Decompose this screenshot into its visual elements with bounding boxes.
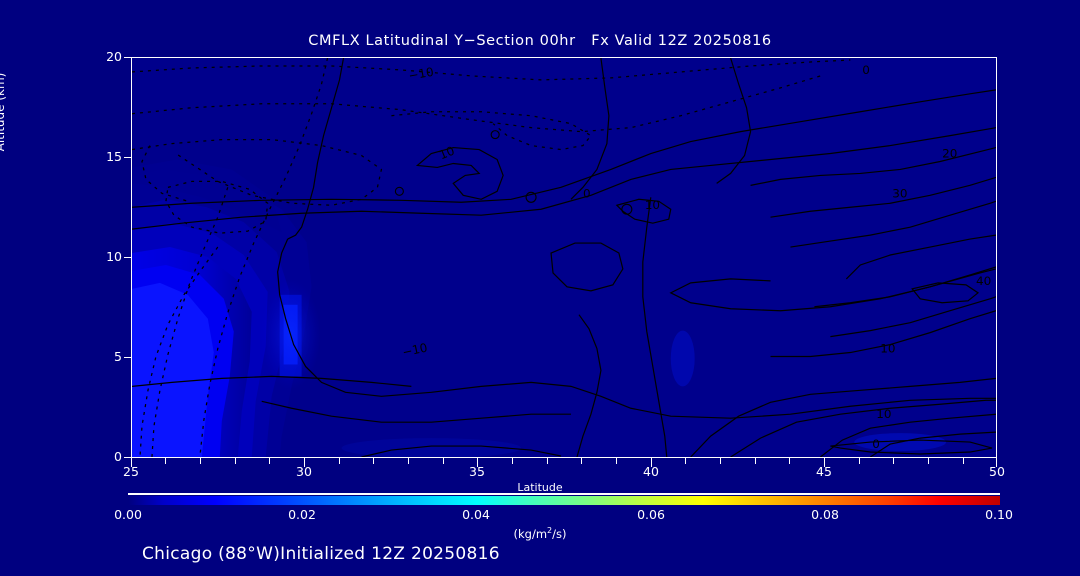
- x-tick-mark: [963, 458, 965, 464]
- contour-lines-solid: [132, 58, 996, 457]
- contour-label-10-center: 10: [645, 198, 660, 212]
- x-tick-label-40: 40: [643, 464, 659, 479]
- y-tick-mark: [124, 257, 132, 259]
- x-tick-mark: [235, 458, 237, 464]
- colorbar-tick-4: 0.08: [811, 507, 839, 522]
- x-tick-mark: [824, 458, 826, 467]
- filled-contour-bands: [132, 159, 947, 457]
- contour-label-10-lower: 10: [880, 342, 895, 356]
- y-tick-label-0: 0: [114, 449, 122, 464]
- contour-label-20-right: 20: [942, 147, 957, 161]
- colorbar-tick-2: 0.04: [462, 507, 490, 522]
- x-tick-mark: [616, 458, 618, 464]
- x-axis-label: Latitude: [517, 481, 563, 494]
- contour-labels: −10 0 −10 10 0 10 20 30 40 10 10 0: [401, 63, 991, 451]
- page-title: CMFLX Latitudinal Y−Section 00hr Fx Vali…: [308, 33, 772, 49]
- y-tick-label-15: 15: [106, 149, 122, 164]
- x-tick-mark: [859, 458, 861, 464]
- units-prefix: (kg/m: [513, 526, 548, 541]
- colorbar-tick-3: 0.06: [637, 507, 665, 522]
- contour-label-0-low: 0: [872, 437, 880, 451]
- x-tick-mark: [165, 458, 167, 464]
- contour-label-30-right: 30: [892, 186, 907, 200]
- x-tick-mark: [720, 458, 722, 464]
- colorbar-tick-0: 0.00: [114, 507, 142, 522]
- contour-label-0-top: 0: [862, 63, 870, 77]
- contour-lines-dashed: [132, 58, 851, 457]
- plot-area[interactable]: −10 0 −10 10 0 10 20 30 40 10 10 0: [131, 57, 997, 458]
- x-tick-mark: [685, 458, 687, 464]
- colorbar-tick-1: 0.02: [288, 507, 316, 522]
- y-tick-label-5: 5: [114, 349, 122, 364]
- x-tick-mark: [373, 458, 375, 464]
- contour-label-neg10-top: −10: [407, 65, 434, 83]
- x-tick-mark: [200, 458, 202, 464]
- x-tick-mark: [339, 458, 341, 464]
- units-suffix: /s): [552, 526, 567, 541]
- y-tick-mark: [124, 57, 132, 59]
- x-tick-mark: [477, 458, 479, 467]
- x-tick-mark: [512, 458, 514, 464]
- x-tick-mark: [789, 458, 791, 464]
- x-tick-mark: [269, 458, 271, 464]
- x-tick-mark: [547, 458, 549, 464]
- x-tick-mark: [755, 458, 757, 464]
- y-tick-mark: [124, 357, 132, 359]
- y-tick-mark: [124, 457, 132, 459]
- contour-marker-icon: [394, 130, 633, 215]
- x-tick-mark: [996, 458, 998, 467]
- x-tick-mark: [893, 458, 895, 464]
- x-tick-mark: [928, 458, 930, 464]
- colorbar-tick-5: 0.10: [985, 507, 1013, 522]
- x-tick-mark: [408, 458, 410, 464]
- x-tick-mark: [304, 458, 306, 467]
- colorbar-units-label: (kg/m2/s): [0, 526, 1080, 541]
- contour-label-neg10-mid: −10: [401, 341, 429, 360]
- x-tick-mark: [581, 458, 583, 464]
- contour-label-10-low: 10: [876, 407, 891, 421]
- footer-label: Chicago (88°W)Initialized 12Z 20250816: [142, 544, 500, 564]
- x-tick-label-35: 35: [469, 464, 485, 479]
- colorbar[interactable]: [128, 496, 1000, 505]
- x-tick-mark: [443, 458, 445, 464]
- contour-label-10-mid: 10: [437, 144, 456, 163]
- units-exponent: 2: [547, 526, 553, 535]
- x-tick-label-25: 25: [123, 464, 139, 479]
- y-tick-label-10: 10: [106, 249, 122, 264]
- y-tick-mark: [124, 157, 132, 159]
- colorbar-rule: [128, 493, 1000, 495]
- x-tick-label-45: 45: [816, 464, 832, 479]
- contour-label-0-center: 0: [583, 186, 591, 200]
- y-tick-label-20: 20: [106, 49, 122, 64]
- contour-label-40-right: 40: [976, 274, 991, 288]
- cross-section-canvas: −10 0 −10 10 0 10 20 30 40 10 10 0: [132, 58, 996, 457]
- x-tick-mark: [651, 458, 653, 467]
- x-tick-label-30: 30: [296, 464, 312, 479]
- x-tick-mark: [131, 458, 133, 467]
- x-tick-label-50: 50: [989, 464, 1005, 479]
